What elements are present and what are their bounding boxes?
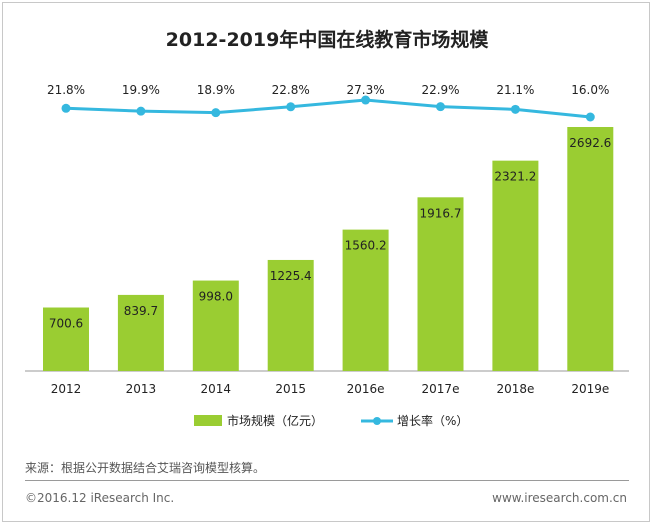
bar-2018e <box>492 160 539 371</box>
bar-value-label: 2321.2 <box>494 170 536 184</box>
chart-svg: 700.6 2012 839.7 2013 998.0 2014 1225.4 2015 156… <box>25 83 629 428</box>
x-tick-label: 2016e <box>347 382 385 396</box>
growth-rate-point <box>585 112 595 122</box>
x-tick-label: 2017e <box>422 382 460 396</box>
growth-rate-point <box>211 108 221 118</box>
growth-rate-point <box>510 104 520 114</box>
growth-rate-point <box>136 106 146 116</box>
growth-rate-label: 18.9% <box>197 83 235 97</box>
growth-rate-label: 21.8% <box>47 83 85 97</box>
growth-rate-label: 16.0% <box>571 83 609 97</box>
copyright-text: ©2016.12 iResearch Inc. <box>25 491 175 505</box>
growth-rate-point <box>61 103 71 113</box>
legend-line-marker <box>373 417 381 425</box>
x-tick-label: 2019e <box>571 382 609 396</box>
bar-value-label: 700.6 <box>49 317 83 331</box>
legend-bar-swatch <box>194 415 222 426</box>
bar-2013 <box>117 294 164 371</box>
bar-2016e <box>342 229 389 371</box>
bar-2019e <box>567 127 614 371</box>
growth-rate-label: 22.8% <box>272 83 310 97</box>
chart-title: 2012-2019年中国在线教育市场规模 <box>165 29 489 51</box>
growth-rate-label: 21.1% <box>496 83 534 97</box>
growth-rate-point <box>361 95 371 105</box>
chart-frame: 2012-2019年中国在线教育市场规模 700.6 2012 839.7 2013 9… <box>2 2 650 522</box>
growth-rate-label: 19.9% <box>122 83 160 97</box>
bar-value-label: 1225.4 <box>270 269 312 283</box>
bar-value-label: 1560.2 <box>345 239 387 253</box>
growth-rate-point <box>286 102 296 112</box>
website-text: www.iresearch.com.cn <box>492 491 627 505</box>
footer-divider <box>25 480 629 481</box>
bar-2014 <box>192 280 239 371</box>
legend-line-label: 增长率（%） <box>397 413 468 428</box>
growth-rate-point <box>436 102 445 112</box>
growth-rate-label: 22.9% <box>421 83 459 97</box>
bar-value-label: 839.7 <box>124 304 158 318</box>
x-tick-label: 2013 <box>126 382 157 396</box>
bar-value-label: 998.0 <box>199 290 233 304</box>
legend-bar-label: 市场规模（亿元） <box>227 413 323 428</box>
x-tick-label: 2018e <box>496 382 534 396</box>
growth-rate-line <box>65 98 591 119</box>
growth-rate-label: 27.3% <box>347 83 385 97</box>
x-tick-label: 2015 <box>275 382 306 396</box>
x-tick-label: 2014 <box>201 382 232 396</box>
bar-value-label: 1916.7 <box>420 206 462 220</box>
bar-2015 <box>267 259 314 371</box>
x-tick-label: 2012 <box>51 382 82 396</box>
bar-2012 <box>43 307 89 371</box>
source-note: 来源：根据公开数据结合艾瑞咨询模型核算。 <box>25 461 266 475</box>
bar-value-label: 2692.6 <box>569 136 611 150</box>
bar-2017e <box>417 197 464 371</box>
